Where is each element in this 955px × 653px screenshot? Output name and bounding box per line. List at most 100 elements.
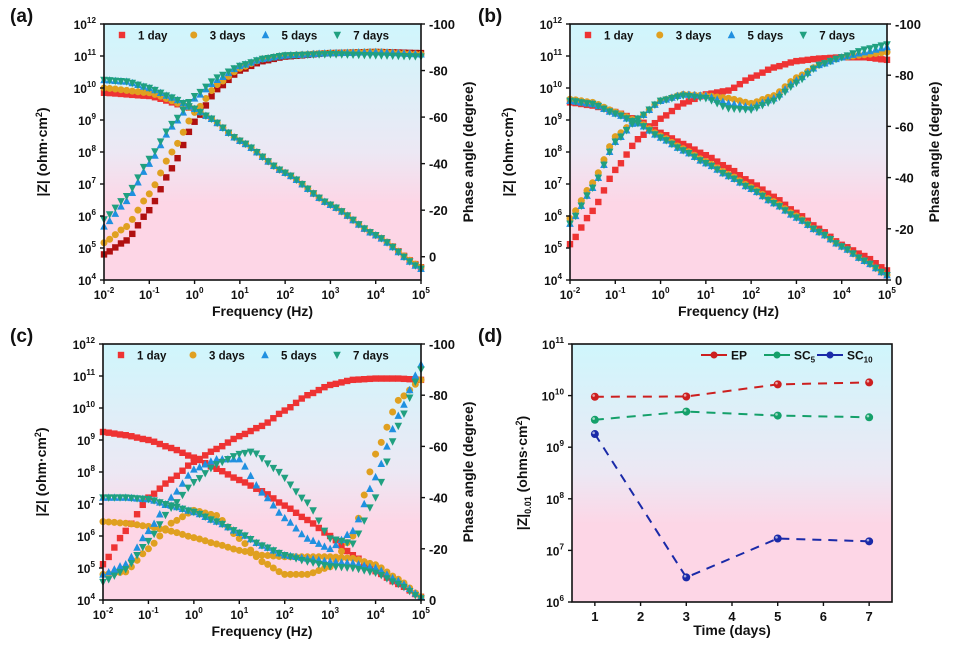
legend: 1 day 3 days 5 days 7 days xyxy=(584,31,855,43)
modulus-point xyxy=(622,115,631,123)
phase-point xyxy=(111,209,120,217)
modulus-point xyxy=(110,494,119,502)
phase-point xyxy=(117,226,125,234)
modulus-point xyxy=(724,172,733,181)
x-tick-label: 104 xyxy=(367,606,385,622)
y2-tick-label: -60 xyxy=(895,119,914,134)
data-point xyxy=(865,378,874,387)
modulus-point xyxy=(270,495,277,502)
phase-point xyxy=(275,568,283,576)
phase-point xyxy=(878,56,885,63)
modulus-point xyxy=(820,231,829,240)
modulus-point xyxy=(270,162,278,171)
modulus-point xyxy=(360,561,369,569)
phase-point xyxy=(411,53,420,61)
modulus-point xyxy=(121,494,130,502)
phase-point xyxy=(213,74,222,82)
phase-point xyxy=(332,540,340,549)
modulus-point xyxy=(127,520,135,528)
modulus-point xyxy=(241,532,249,540)
modulus-point xyxy=(104,494,113,502)
legend-marker xyxy=(826,351,834,359)
phase-point xyxy=(877,42,886,50)
phase-point xyxy=(303,51,312,60)
phase-point xyxy=(394,52,403,61)
phase-point xyxy=(145,190,153,198)
phase-point xyxy=(383,458,391,466)
modulus-point xyxy=(156,89,165,97)
phase-point xyxy=(162,157,170,165)
x-tick-label: 7 xyxy=(866,609,873,624)
modulus-point xyxy=(611,110,620,118)
phase-point xyxy=(793,57,800,65)
phase-point xyxy=(309,389,317,397)
phase-point xyxy=(854,48,863,56)
modulus-point xyxy=(719,162,727,169)
phase-point xyxy=(400,52,408,61)
phase-point xyxy=(287,52,295,60)
legend-marker xyxy=(656,31,664,39)
modulus-point xyxy=(775,203,784,211)
phase-point xyxy=(320,527,329,535)
y-tick-label: 1011 xyxy=(542,336,564,352)
phase-point xyxy=(872,55,879,62)
phase-point xyxy=(378,375,385,382)
modulus-point xyxy=(309,520,317,527)
y-tick-label: 107 xyxy=(77,496,95,512)
modulus-point xyxy=(184,532,192,540)
legend-marker xyxy=(333,31,342,40)
modulus-point xyxy=(195,510,204,519)
modulus-point xyxy=(213,119,222,128)
modulus-point xyxy=(332,557,340,566)
phase-point xyxy=(275,52,284,61)
phase-point xyxy=(129,230,136,238)
modulus-point xyxy=(207,115,216,123)
legend-label: EP xyxy=(731,349,747,363)
modulus-point xyxy=(111,430,118,437)
modulus-point xyxy=(371,569,380,577)
data-point xyxy=(773,534,782,543)
phase-point xyxy=(843,52,852,60)
y-tick-label: 108 xyxy=(544,144,562,160)
modulus-point xyxy=(338,554,345,562)
modulus-point xyxy=(264,552,272,560)
modulus-point xyxy=(292,509,300,516)
data-point-highlight xyxy=(775,381,778,385)
phase-point xyxy=(742,77,749,84)
phase-point xyxy=(235,455,244,463)
x-tick-label: 3 xyxy=(683,609,690,624)
modulus-point xyxy=(747,185,755,193)
phase-point xyxy=(388,438,397,446)
y-tick-label: 107 xyxy=(78,176,96,192)
modulus-point xyxy=(663,132,670,139)
phase-point xyxy=(395,375,402,382)
modulus-point xyxy=(116,431,124,438)
modulus-point xyxy=(651,131,659,139)
modulus-point xyxy=(150,438,158,445)
modulus-point xyxy=(236,137,244,145)
phase-point xyxy=(349,376,357,384)
phase-point xyxy=(157,169,165,177)
modulus-point xyxy=(786,211,795,219)
x-tick-label: 1 xyxy=(591,609,598,624)
modulus-point xyxy=(662,137,671,145)
phase-point xyxy=(349,540,357,548)
legend-label: 1 day xyxy=(604,31,634,43)
x-tick-label: 101 xyxy=(697,286,715,302)
phase-point xyxy=(617,160,625,167)
panel-label-d: (d) xyxy=(478,326,502,347)
phase-point xyxy=(326,544,334,552)
y-tick-label: 1012 xyxy=(540,16,563,32)
modulus-point xyxy=(866,260,874,269)
modulus-point xyxy=(753,182,761,189)
phase-point xyxy=(202,83,210,92)
data-point-highlight xyxy=(866,379,870,383)
modulus-point xyxy=(326,557,334,565)
phase-point xyxy=(122,527,129,535)
modulus-point xyxy=(106,84,114,92)
modulus-point xyxy=(736,172,744,179)
phase-point xyxy=(155,521,164,529)
phase-point xyxy=(201,460,210,468)
modulus-point xyxy=(144,522,152,530)
phase-point xyxy=(123,237,130,244)
